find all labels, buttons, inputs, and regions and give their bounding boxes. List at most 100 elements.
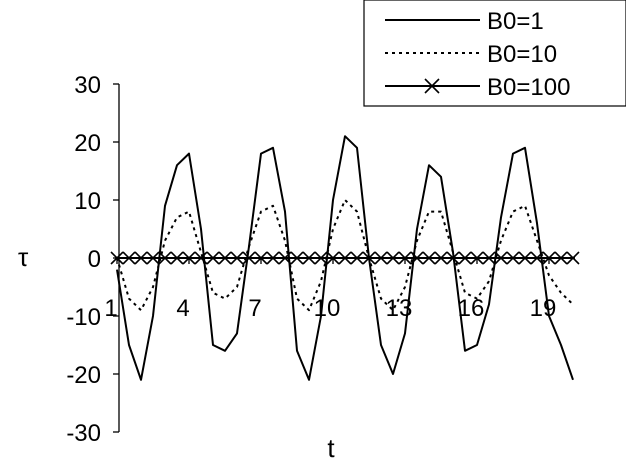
x-marker	[410, 251, 424, 265]
x-marker	[122, 251, 136, 265]
x-marker-stroke	[326, 251, 340, 265]
x-marker	[338, 251, 352, 265]
x-marker-stroke	[182, 251, 196, 265]
legend-label: B0=1	[487, 8, 544, 35]
legend: B0=1 B0=10 B0=100	[363, 0, 626, 107]
x-marker-stroke	[146, 251, 160, 265]
x-marker-stroke	[194, 251, 208, 265]
y-tick-label: -20	[66, 362, 101, 389]
y-axis-title: τ	[18, 242, 29, 272]
y-tick-label: -10	[66, 304, 101, 331]
x-marker	[398, 251, 412, 265]
x-marker-stroke	[398, 251, 412, 265]
x-marker	[506, 251, 520, 265]
legend-label: B0=10	[487, 41, 557, 68]
x-tick-label: 19	[530, 295, 557, 322]
x-marker	[218, 251, 232, 265]
x-marker-stroke	[158, 251, 172, 265]
legend-entry-2: B0=10	[385, 41, 557, 68]
x-marker	[290, 251, 304, 265]
x-marker-stroke	[122, 251, 136, 265]
x-marker-stroke	[374, 251, 388, 265]
legend-label: B0=100	[487, 74, 570, 101]
x-marker	[158, 251, 172, 265]
x-marker	[422, 251, 436, 265]
x-marker-stroke	[134, 251, 148, 265]
x-marker-stroke	[470, 251, 484, 265]
x-tick-label: 7	[248, 295, 261, 322]
x-marker	[134, 251, 148, 265]
x-marker	[242, 251, 256, 265]
x-marker	[542, 251, 556, 265]
x-marker-stroke	[254, 251, 268, 265]
x-tick-label: 4	[176, 295, 189, 322]
y-tick-label: -30	[66, 420, 101, 447]
x-marker-stroke	[230, 251, 244, 265]
x-marker	[206, 251, 220, 265]
x-marker-stroke	[242, 251, 256, 265]
legend-entry-1: B0=1	[385, 8, 544, 35]
x-marker	[518, 251, 532, 265]
x-marker	[494, 251, 508, 265]
x-marker-stroke	[494, 251, 508, 265]
legend-marker	[424, 78, 440, 94]
x-marker-stroke	[482, 251, 496, 265]
x-marker	[446, 251, 460, 265]
x-marker	[470, 251, 484, 265]
x-marker-stroke	[314, 251, 328, 265]
x-marker-stroke	[410, 251, 424, 265]
x-marker	[302, 251, 316, 265]
x-marker-stroke	[110, 251, 124, 265]
x-marker	[362, 251, 376, 265]
x-marker	[230, 251, 244, 265]
x-marker	[554, 251, 568, 265]
x-marker	[194, 251, 208, 265]
x-marker	[350, 251, 364, 265]
x-marker-stroke	[278, 251, 292, 265]
x-tick-label: 16	[458, 295, 485, 322]
legend-entry-3: B0=100	[385, 74, 570, 101]
x-marker-stroke	[338, 251, 352, 265]
x-tick-label: 1	[104, 295, 117, 322]
y-tick-label: 0	[88, 246, 101, 273]
x-marker	[482, 251, 496, 265]
x-marker	[314, 251, 328, 265]
x-marker-stroke	[506, 251, 520, 265]
x-marker	[182, 251, 196, 265]
y-tick-label: 20	[74, 130, 101, 157]
x-marker-stroke	[542, 251, 556, 265]
x-marker-stroke	[518, 251, 532, 265]
x-marker	[326, 251, 340, 265]
x-axis-title: t	[327, 433, 335, 463]
x-marker	[170, 251, 184, 265]
series-line-1	[116, 135, 574, 381]
x-marker-stroke	[566, 251, 580, 265]
y-tick-label: 30	[74, 72, 101, 99]
x-marker-stroke	[290, 251, 304, 265]
x-marker-stroke	[530, 251, 544, 265]
x-marker	[566, 251, 580, 265]
y-tick-label: 10	[74, 188, 101, 215]
x-marker	[278, 251, 292, 265]
x-marker-stroke	[554, 251, 568, 265]
x-marker-stroke	[386, 251, 400, 265]
x-marker-stroke	[266, 251, 280, 265]
x-marker-stroke	[362, 251, 376, 265]
series-layer	[110, 135, 580, 381]
x-marker-stroke	[302, 251, 316, 265]
x-marker-stroke	[434, 251, 448, 265]
x-marker	[374, 251, 388, 265]
x-marker	[458, 251, 472, 265]
x-marker	[146, 251, 160, 265]
x-marker-stroke	[218, 251, 232, 265]
x-marker-stroke	[458, 251, 472, 265]
x-marker-stroke	[350, 251, 364, 265]
x-tick-label: 10	[314, 295, 341, 322]
x-marker-stroke	[422, 251, 436, 265]
x-marker-stroke	[170, 251, 184, 265]
x-marker-stroke	[446, 251, 460, 265]
x-marker-stroke	[206, 251, 220, 265]
x-marker	[434, 251, 448, 265]
x-marker	[110, 251, 124, 265]
x-marker	[254, 251, 268, 265]
